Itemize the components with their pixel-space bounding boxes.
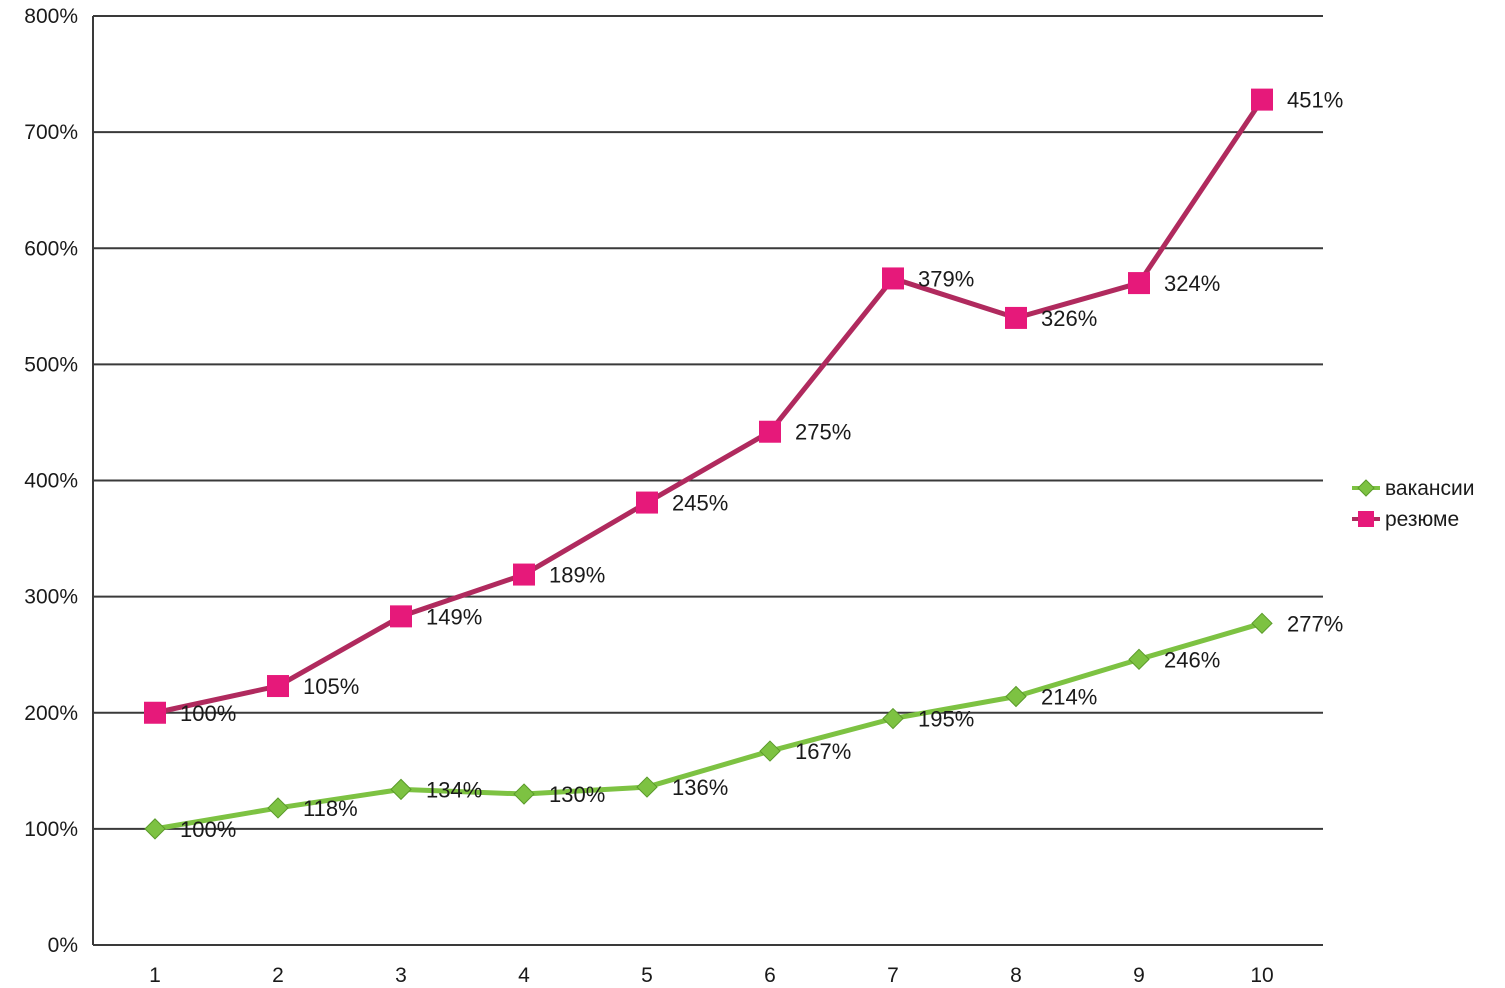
- data-point: [1128, 648, 1150, 671]
- data-point: [882, 707, 904, 730]
- series: [144, 88, 1273, 840]
- data-point: [513, 563, 535, 586]
- data-point: [144, 701, 166, 724]
- legend-label: вакансии: [1385, 477, 1475, 500]
- data-labels: 100% 118% 134% 130% 136% 167% 195% 214% 246% 277%…: [180, 88, 1343, 842]
- data-point: [390, 605, 412, 628]
- data-point: [1251, 612, 1273, 635]
- data-label: 136%: [672, 775, 728, 800]
- data-label: 130%: [549, 782, 605, 807]
- series-вакансии: [144, 612, 1273, 840]
- data-label: 379%: [918, 266, 974, 291]
- x-tick-label: 5: [641, 964, 653, 987]
- data-label: 245%: [672, 491, 728, 516]
- legend-item: резюме: [1352, 508, 1459, 531]
- y-tick-label: 400%: [24, 470, 78, 493]
- data-point: [267, 675, 289, 698]
- data-point: [144, 818, 166, 840]
- data-point: [759, 420, 781, 443]
- data-label: 326%: [1041, 306, 1097, 331]
- data-point: [390, 778, 412, 801]
- data-label: 105%: [303, 674, 359, 699]
- data-point: [1251, 88, 1273, 111]
- y-tick-label: 200%: [24, 702, 78, 725]
- x-tick-label: 3: [395, 964, 407, 987]
- y-tick-label: 500%: [24, 353, 78, 376]
- data-label: 277%: [1287, 611, 1343, 636]
- data-label: 451%: [1287, 88, 1343, 113]
- x-tick-label: 7: [887, 964, 899, 987]
- data-label: 275%: [795, 420, 851, 445]
- y-tick-label: 100%: [24, 818, 78, 841]
- series-резюме: [144, 88, 1273, 724]
- x-axis-tick-labels: 1 2 3 4 5 6 7 8 9 10: [149, 964, 1274, 987]
- x-tick-label: 8: [1010, 964, 1022, 987]
- series-line: [152, 97, 1265, 716]
- data-point: [1128, 272, 1150, 295]
- data-point: [1005, 685, 1027, 708]
- series-line: [152, 620, 1265, 832]
- y-tick-label: 600%: [24, 237, 78, 260]
- x-tick-label: 6: [764, 964, 776, 987]
- data-point: [882, 267, 904, 290]
- data-label: 100%: [180, 817, 236, 842]
- data-label: 189%: [549, 563, 605, 588]
- data-label: 246%: [1164, 647, 1220, 672]
- legend: вакансии резюме: [1352, 477, 1475, 531]
- legend-item: вакансии: [1352, 477, 1475, 500]
- data-point: [267, 797, 289, 819]
- legend-marker: [1358, 511, 1374, 527]
- data-label: 149%: [426, 604, 482, 629]
- axes: [92, 16, 1323, 946]
- data-label: 134%: [426, 777, 482, 802]
- data-label: 214%: [1041, 684, 1097, 709]
- y-tick-label: 0%: [48, 934, 78, 957]
- x-tick-label: 2: [272, 964, 284, 987]
- data-label: 100%: [180, 701, 236, 726]
- y-tick-label: 800%: [24, 5, 78, 28]
- y-tick-label: 700%: [24, 121, 78, 144]
- data-label: 118%: [303, 796, 358, 821]
- y-tick-label: 300%: [24, 586, 78, 609]
- x-tick-label: 10: [1250, 964, 1273, 987]
- data-label: 324%: [1164, 271, 1220, 296]
- x-tick-label: 9: [1133, 964, 1145, 987]
- data-point: [1005, 306, 1027, 329]
- data-point: [636, 776, 658, 798]
- legend-label: резюме: [1385, 508, 1459, 531]
- data-label: 195%: [918, 707, 974, 732]
- y-axis-tick-labels: 0% 100% 200% 300% 400% 500% 600% 700% 800%: [24, 5, 78, 957]
- gridlines: [93, 15, 1323, 830]
- legend-marker: [1357, 479, 1375, 497]
- data-point: [513, 783, 535, 805]
- data-point: [636, 491, 658, 514]
- x-tick-label: 4: [518, 964, 530, 987]
- x-tick-label: 1: [149, 964, 161, 987]
- data-label: 167%: [795, 739, 851, 764]
- data-point: [759, 740, 781, 762]
